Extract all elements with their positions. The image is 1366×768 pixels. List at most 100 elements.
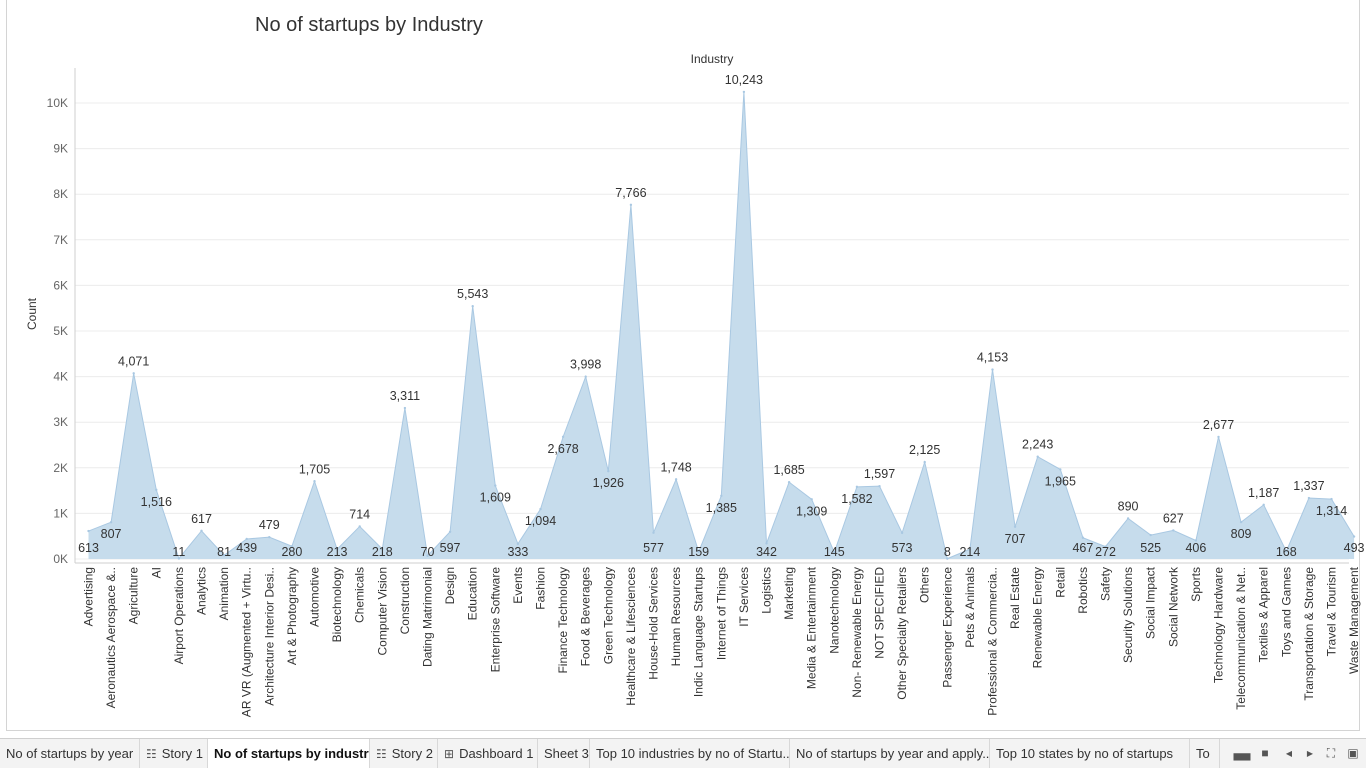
x-tick-label: Real Estate bbox=[1008, 567, 1022, 629]
data-point bbox=[1352, 535, 1356, 538]
x-tick-label: Other Specialty Retailers bbox=[895, 567, 909, 700]
x-tick-label: Biotechnology bbox=[330, 567, 344, 642]
present-icon[interactable]: ▣ bbox=[1347, 746, 1359, 760]
data-point bbox=[539, 507, 542, 511]
next-icon[interactable]: ▶ bbox=[1306, 749, 1314, 758]
data-label: 70 bbox=[421, 545, 435, 559]
x-tick-label: Toys and Games bbox=[1279, 567, 1293, 657]
data-label: 3,311 bbox=[390, 389, 420, 403]
x-tick-label: Transportation & Storage bbox=[1302, 567, 1316, 701]
data-label: 1,609 bbox=[480, 491, 511, 505]
data-label: 577 bbox=[643, 541, 664, 555]
x-tick-label: Events bbox=[511, 567, 525, 604]
x-tick-label: Indic Language Startups bbox=[692, 567, 706, 697]
data-label: 4,153 bbox=[977, 351, 1008, 365]
x-axis-title: Industry bbox=[691, 52, 734, 66]
data-point bbox=[833, 551, 836, 554]
sheet-tab[interactable]: ⊞ Dashboard 1 bbox=[438, 739, 538, 768]
x-tick-label: Others bbox=[918, 567, 932, 603]
book-icon: ☷ bbox=[376, 747, 387, 761]
data-point bbox=[1081, 536, 1085, 539]
y-tick-label: 5K bbox=[53, 324, 68, 338]
data-point bbox=[561, 435, 565, 439]
data-point bbox=[290, 545, 294, 548]
x-tick-label: Green Technology bbox=[601, 567, 615, 664]
data-label: 159 bbox=[688, 545, 709, 559]
data-point bbox=[1330, 497, 1333, 501]
fullscreen-icon[interactable]: ⛶ bbox=[1326, 746, 1336, 760]
data-point bbox=[313, 480, 316, 483]
sheet-tab-label: Top 10 states by no of startups bbox=[996, 746, 1174, 761]
sheet-tab-label: Dashboard 1 bbox=[459, 746, 534, 761]
data-label: 1,685 bbox=[773, 463, 804, 477]
x-tick-label: Aeronautics Aerospace &.. bbox=[104, 567, 118, 708]
sheet-tab-label: Top 10 industries by no of Startu... bbox=[596, 746, 790, 761]
data-point bbox=[697, 550, 700, 553]
x-tick-label: Airport Operations bbox=[172, 567, 186, 664]
data-label: 10,243 bbox=[725, 73, 763, 87]
y-tick-label: 3K bbox=[53, 415, 68, 429]
data-label: 479 bbox=[259, 518, 280, 532]
data-label: 714 bbox=[349, 507, 370, 521]
sheet-tab[interactable]: Sheet 3 bbox=[538, 739, 590, 768]
data-point bbox=[426, 554, 429, 558]
data-point bbox=[155, 488, 158, 492]
x-tick-label: Food & Beverages bbox=[579, 567, 593, 666]
sheet-tab[interactable]: Top 10 states by no of startups bbox=[990, 739, 1190, 768]
data-point bbox=[1172, 529, 1175, 532]
area-chart[interactable]: 0K1K2K3K4K5K6K7K8K9K10KIndustryCount6138… bbox=[0, 0, 1366, 735]
data-label: 4,071 bbox=[118, 354, 149, 368]
data-point bbox=[335, 548, 339, 551]
data-label: 218 bbox=[372, 545, 393, 559]
sheet-tab-label: No of startups by year bbox=[6, 746, 134, 761]
x-tick-label: Automotive bbox=[308, 567, 322, 627]
data-label: 439 bbox=[236, 541, 257, 555]
sheet-tab-label: No of startups by year and apply... bbox=[796, 746, 990, 761]
x-tick-label: Waste Management bbox=[1347, 566, 1361, 674]
data-point bbox=[1262, 503, 1265, 507]
data-point bbox=[1194, 539, 1198, 542]
sheet-tab[interactable]: ☷ Story 2 bbox=[370, 739, 438, 768]
data-label: 1,516 bbox=[141, 495, 172, 509]
x-tick-label: Travel & Tourism bbox=[1325, 567, 1339, 656]
x-tick-label: Logistics bbox=[760, 567, 774, 614]
data-label: 81 bbox=[217, 545, 231, 559]
data-point bbox=[471, 305, 474, 308]
sheet-tab[interactable]: No of startups by year bbox=[0, 739, 140, 768]
x-tick-label: Enterprise Software bbox=[488, 567, 502, 673]
x-tick-label: Retail bbox=[1053, 567, 1067, 598]
filmstrip-icon[interactable]: ▄▄ bbox=[1233, 746, 1251, 760]
grid-icon[interactable]: ■ bbox=[1261, 746, 1269, 760]
data-label: 627 bbox=[1163, 511, 1184, 525]
sheet-tab[interactable]: ☷ Story 1 bbox=[140, 739, 208, 768]
series-line bbox=[88, 91, 1355, 560]
data-point bbox=[991, 368, 994, 371]
data-label: 1,309 bbox=[796, 504, 827, 518]
x-tick-label: Passenger Experience bbox=[940, 567, 954, 688]
x-tick-label: Social Impact bbox=[1144, 566, 1158, 639]
data-label: 613 bbox=[78, 541, 99, 555]
data-label: 525 bbox=[1140, 541, 1161, 555]
data-point bbox=[720, 494, 723, 498]
x-tick-label: Animation bbox=[217, 567, 231, 620]
data-point bbox=[1126, 517, 1130, 520]
data-point bbox=[765, 542, 768, 545]
y-tick-label: 10K bbox=[47, 96, 68, 110]
data-point bbox=[222, 554, 226, 557]
data-label: 1,337 bbox=[1293, 479, 1324, 493]
y-axis-title: Count bbox=[25, 297, 39, 330]
data-point bbox=[674, 478, 678, 481]
prev-icon[interactable]: ◀ bbox=[1285, 749, 1293, 758]
data-label: 1,705 bbox=[299, 462, 330, 476]
sheet-tab-label: No of startups by industry bbox=[214, 746, 370, 761]
data-point bbox=[742, 90, 746, 94]
sheet-tab[interactable]: To bbox=[1190, 739, 1220, 768]
data-point bbox=[268, 535, 271, 539]
sheet-tab[interactable]: Top 10 industries by no of Startu... bbox=[590, 739, 790, 768]
x-tick-label: Education bbox=[466, 567, 480, 620]
y-tick-label: 6K bbox=[53, 278, 68, 292]
book-icon: ☷ bbox=[146, 747, 157, 761]
sheet-tab[interactable]: No of startups by industry bbox=[208, 739, 370, 768]
sheet-tab[interactable]: No of startups by year and apply... bbox=[790, 739, 990, 768]
data-label: 2,678 bbox=[547, 442, 578, 456]
